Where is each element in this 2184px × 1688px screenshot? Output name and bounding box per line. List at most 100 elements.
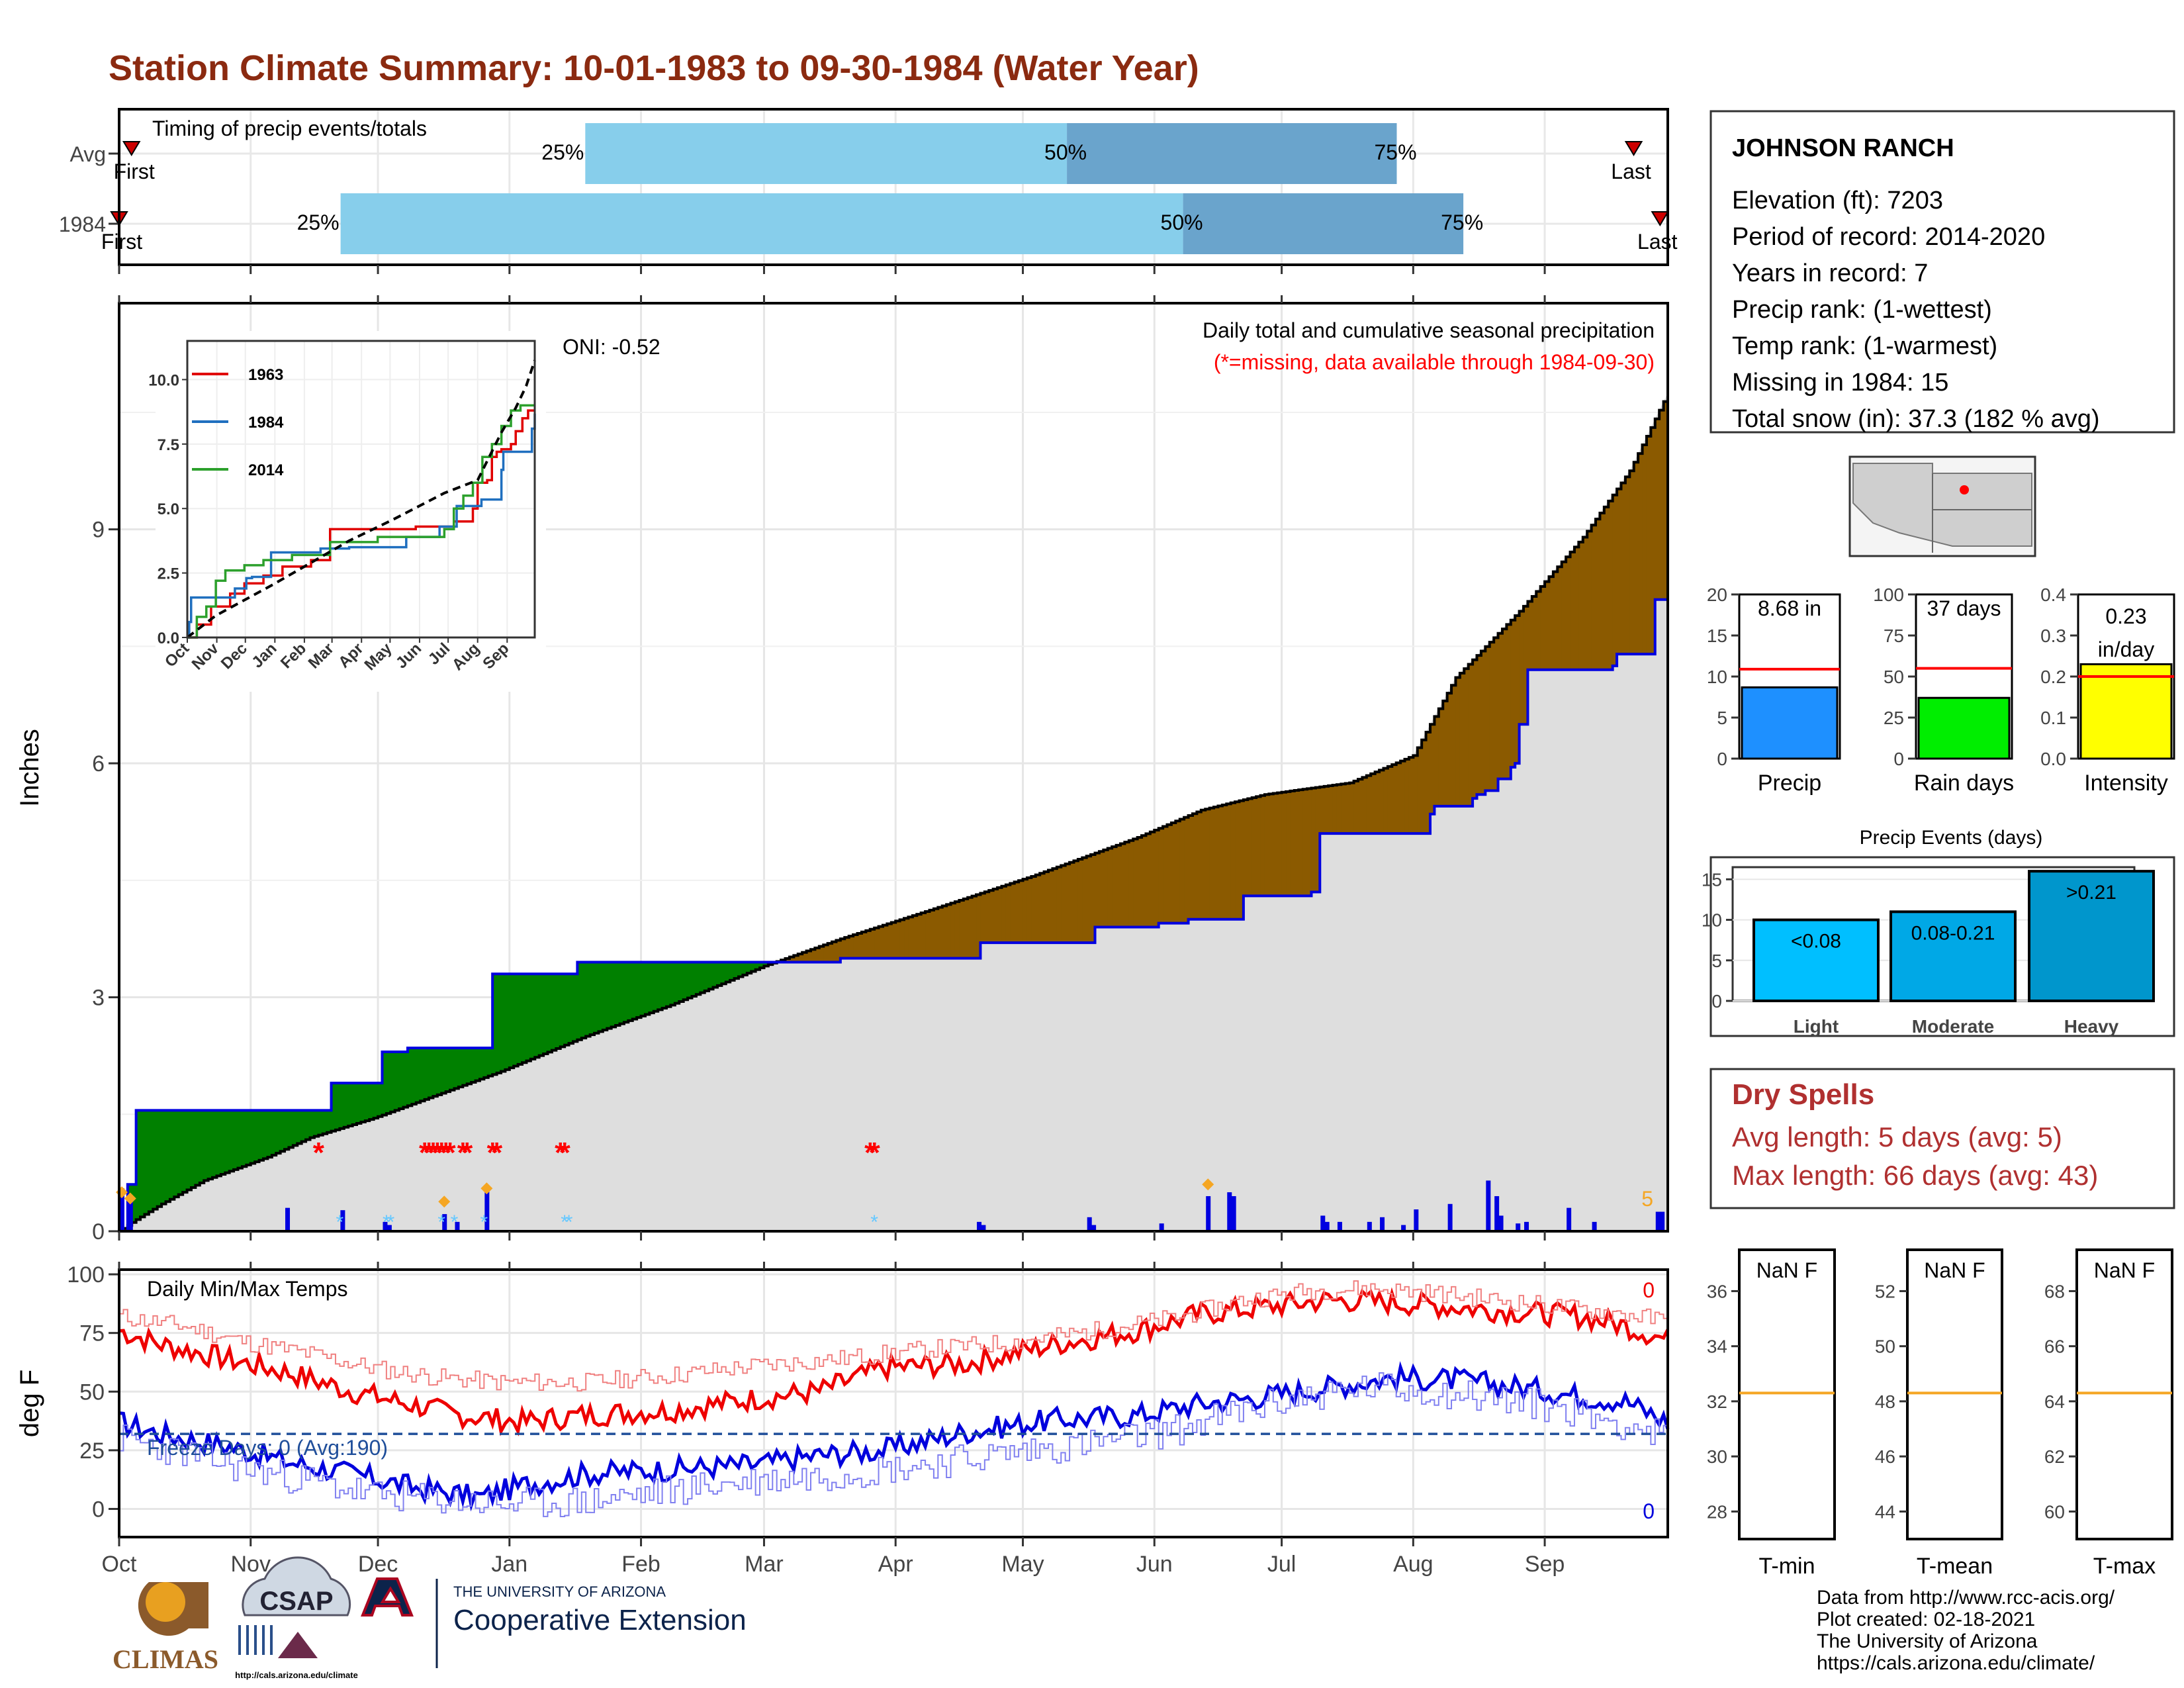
precip-deficit-fill bbox=[933, 908, 938, 959]
precip-deficit-fill bbox=[1392, 765, 1397, 834]
timing-last-marker bbox=[1624, 141, 1643, 156]
precip-deficit-fill bbox=[857, 933, 862, 959]
precip-deficit-fill bbox=[1536, 591, 1541, 670]
trace-marker: * bbox=[336, 1211, 344, 1233]
precip-surplus-fill bbox=[743, 962, 748, 975]
trace-marker: * bbox=[561, 1211, 569, 1233]
temp-rank-y-tick-label: 46 bbox=[1875, 1446, 1895, 1467]
precip-surplus-fill bbox=[463, 1048, 468, 1086]
oni-label: ONI: -0.52 bbox=[563, 335, 660, 359]
missing-day-marker: * bbox=[432, 1137, 443, 1169]
missing-day-marker: * bbox=[457, 1137, 469, 1169]
precip-surplus-fill bbox=[289, 1110, 294, 1148]
inset-y-tick-label: 0.0 bbox=[158, 630, 179, 647]
precip-surplus-fill bbox=[560, 974, 565, 1047]
precip-event-category: Heavy bbox=[2064, 1016, 2119, 1037]
precip-surplus-fill bbox=[479, 1048, 484, 1080]
temp-x-tick-label: Jul bbox=[1267, 1552, 1296, 1577]
precip-surplus-fill bbox=[496, 974, 502, 1073]
precip-surplus-fill bbox=[314, 1110, 319, 1137]
precip-surplus-fill bbox=[420, 1048, 426, 1102]
timing-pct-label: 25% bbox=[297, 211, 340, 234]
timing-pct-label: 50% bbox=[1161, 211, 1203, 234]
precip-deficit-fill bbox=[1531, 596, 1537, 670]
ua-logo-mark bbox=[361, 1577, 414, 1617]
inset-y-tick-label: 5.0 bbox=[158, 500, 179, 518]
precip-surplus-fill bbox=[267, 1110, 273, 1158]
temp-rank-value-label: NaN F bbox=[1756, 1258, 1817, 1282]
summary-bar-rain-days bbox=[1917, 696, 2011, 760]
missing-day-marker: * bbox=[440, 1137, 452, 1169]
daily-precip-bar bbox=[1159, 1223, 1164, 1231]
precip-surplus-fill bbox=[721, 962, 727, 984]
precip-deficit-fill bbox=[1345, 783, 1350, 834]
precip-surplus-fill bbox=[250, 1110, 255, 1164]
trace-marker: * bbox=[383, 1211, 390, 1233]
summary-y-tick-label: 0.1 bbox=[2040, 708, 2066, 728]
precip-deficit-fill bbox=[1612, 494, 1617, 666]
precip-surplus-fill bbox=[335, 1083, 340, 1130]
precip-deficit-fill bbox=[1371, 773, 1376, 834]
precip-surplus-fill bbox=[556, 974, 561, 1049]
precip-deficit-fill bbox=[1205, 809, 1210, 919]
precip-deficit-fill bbox=[908, 917, 913, 959]
precip-surplus-fill bbox=[433, 1048, 438, 1097]
precip-deficit-fill bbox=[1549, 577, 1554, 670]
precip-deficit-fill bbox=[1052, 868, 1058, 943]
temp-rank-value-label: NaN F bbox=[1924, 1258, 1985, 1282]
dry-spells-max: Max length: 66 days (avg: 43) bbox=[1732, 1160, 2098, 1191]
precip-y-axis-title: Inches bbox=[15, 729, 44, 807]
precip-deficit-fill bbox=[1290, 790, 1295, 896]
precip-deficit-fill bbox=[1001, 886, 1007, 943]
precip-surplus-fill bbox=[586, 962, 591, 1037]
temp-corner-bottom: 0 bbox=[1643, 1499, 1655, 1523]
precip-deficit-fill bbox=[123, 1228, 128, 1231]
station-info-line: Missing in 1984: 15 bbox=[1732, 369, 1948, 397]
precip-surplus-fill bbox=[263, 1110, 268, 1159]
precip-surplus-fill bbox=[416, 1048, 421, 1103]
precip-surplus-fill bbox=[730, 962, 735, 980]
csap-logo-text: CSAP bbox=[259, 1587, 333, 1616]
precip-corner-value: 5 bbox=[1641, 1187, 1653, 1211]
precip-surplus-fill bbox=[551, 974, 557, 1051]
precip-deficit-fill bbox=[1248, 798, 1253, 896]
precip-surplus-fill bbox=[441, 1048, 447, 1094]
precip-legend-title: Daily total and cumulative seasonal prec… bbox=[1203, 318, 1655, 342]
precip-deficit-fill bbox=[1014, 882, 1019, 943]
precip-deficit-fill bbox=[1489, 642, 1494, 791]
precip-surplus-fill bbox=[637, 962, 642, 1018]
precip-deficit-fill bbox=[1426, 731, 1431, 834]
summary-category-label: Precip bbox=[1758, 771, 1821, 796]
precip-deficit-fill bbox=[1502, 629, 1507, 779]
precip-deficit-fill bbox=[1214, 807, 1219, 919]
daily-precip-bar bbox=[1486, 1180, 1491, 1231]
precip-surplus-fill bbox=[365, 1083, 370, 1121]
temp-rank-y-tick-label: 36 bbox=[1707, 1281, 1727, 1301]
precip-surplus-fill bbox=[276, 1110, 281, 1154]
timing-last-label: Last bbox=[1611, 160, 1651, 183]
precip-surplus-fill bbox=[514, 974, 519, 1066]
precip-surplus-fill bbox=[641, 962, 646, 1016]
precip-surplus-fill bbox=[611, 962, 616, 1027]
precip-surplus-fill bbox=[713, 962, 718, 988]
daily-precip-bar bbox=[383, 1221, 388, 1231]
temp-rank-y-tick-label: 66 bbox=[2044, 1336, 2065, 1357]
precip-deficit-fill bbox=[1557, 567, 1563, 670]
inset-y-tick-label: 10.0 bbox=[148, 371, 179, 389]
missing-day-marker: * bbox=[559, 1137, 571, 1169]
precip-deficit-fill bbox=[904, 918, 909, 959]
precip-deficit-fill bbox=[1298, 790, 1304, 896]
precip-deficit-fill bbox=[1167, 824, 1172, 923]
station-info-line: Elevation (ft): 7203 bbox=[1732, 187, 1943, 214]
precip-deficit-fill bbox=[1188, 816, 1193, 919]
summary-y-tick-label: 5 bbox=[1717, 708, 1727, 728]
precip-deficit-fill bbox=[1010, 883, 1015, 943]
precip-surplus-fill bbox=[208, 1110, 213, 1180]
precip-deficit-fill bbox=[1633, 462, 1639, 655]
timing-first-label: First bbox=[101, 230, 142, 254]
csap-logo-url: http://cals.arizona.edu/climate bbox=[235, 1670, 358, 1680]
precip-deficit-fill bbox=[1235, 802, 1240, 919]
precip-surplus-fill bbox=[760, 962, 765, 968]
precip-surplus-fill bbox=[484, 1048, 489, 1078]
precip-surplus-fill bbox=[352, 1083, 357, 1125]
